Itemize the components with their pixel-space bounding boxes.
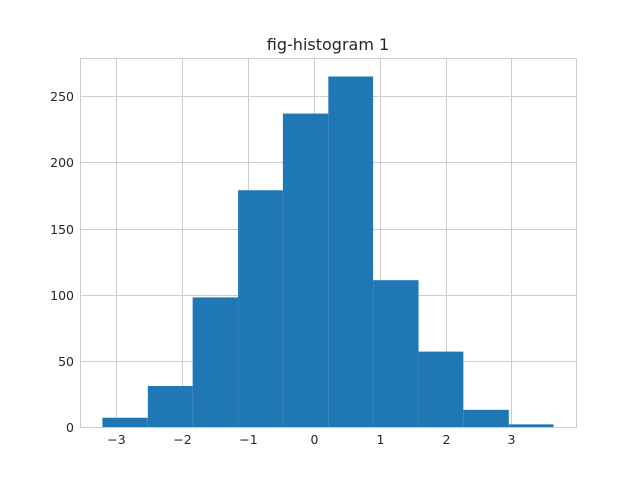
histogram-bar xyxy=(147,386,193,427)
y-tick-label: 250 xyxy=(50,89,74,104)
histogram-bar xyxy=(282,113,329,427)
x-tick-label: 1 xyxy=(377,432,385,447)
y-tick-label: 50 xyxy=(58,354,74,369)
histogram-bar xyxy=(508,424,554,427)
bars xyxy=(102,76,554,428)
x-axis-ticks: −3 −2 −1 0 1 2 3 xyxy=(107,432,515,447)
y-tick-label: 150 xyxy=(50,222,74,237)
histogram-bar xyxy=(373,280,419,427)
y-tick-label: 200 xyxy=(50,155,74,170)
histogram-bar xyxy=(418,351,464,427)
grid xyxy=(80,58,576,428)
histogram-bar xyxy=(192,297,239,427)
x-tick-label: 3 xyxy=(508,432,516,447)
y-tick-label: 100 xyxy=(50,288,74,303)
histogram-bar xyxy=(463,409,509,427)
x-tick-label: 0 xyxy=(311,432,319,447)
x-tick-label: −2 xyxy=(173,432,191,447)
histogram-bar xyxy=(238,190,283,427)
y-tick-label: 0 xyxy=(66,420,74,435)
chart-title: fig-histogram 1 xyxy=(267,35,389,54)
plot-frame xyxy=(80,58,577,428)
x-tick-label: −1 xyxy=(239,432,257,447)
histogram-bar xyxy=(102,417,148,427)
y-axis-ticks: 0 50 100 150 200 250 xyxy=(50,89,74,435)
histogram-bar xyxy=(328,76,374,428)
x-tick-label: 2 xyxy=(443,432,451,447)
x-tick-label: −3 xyxy=(107,432,125,447)
